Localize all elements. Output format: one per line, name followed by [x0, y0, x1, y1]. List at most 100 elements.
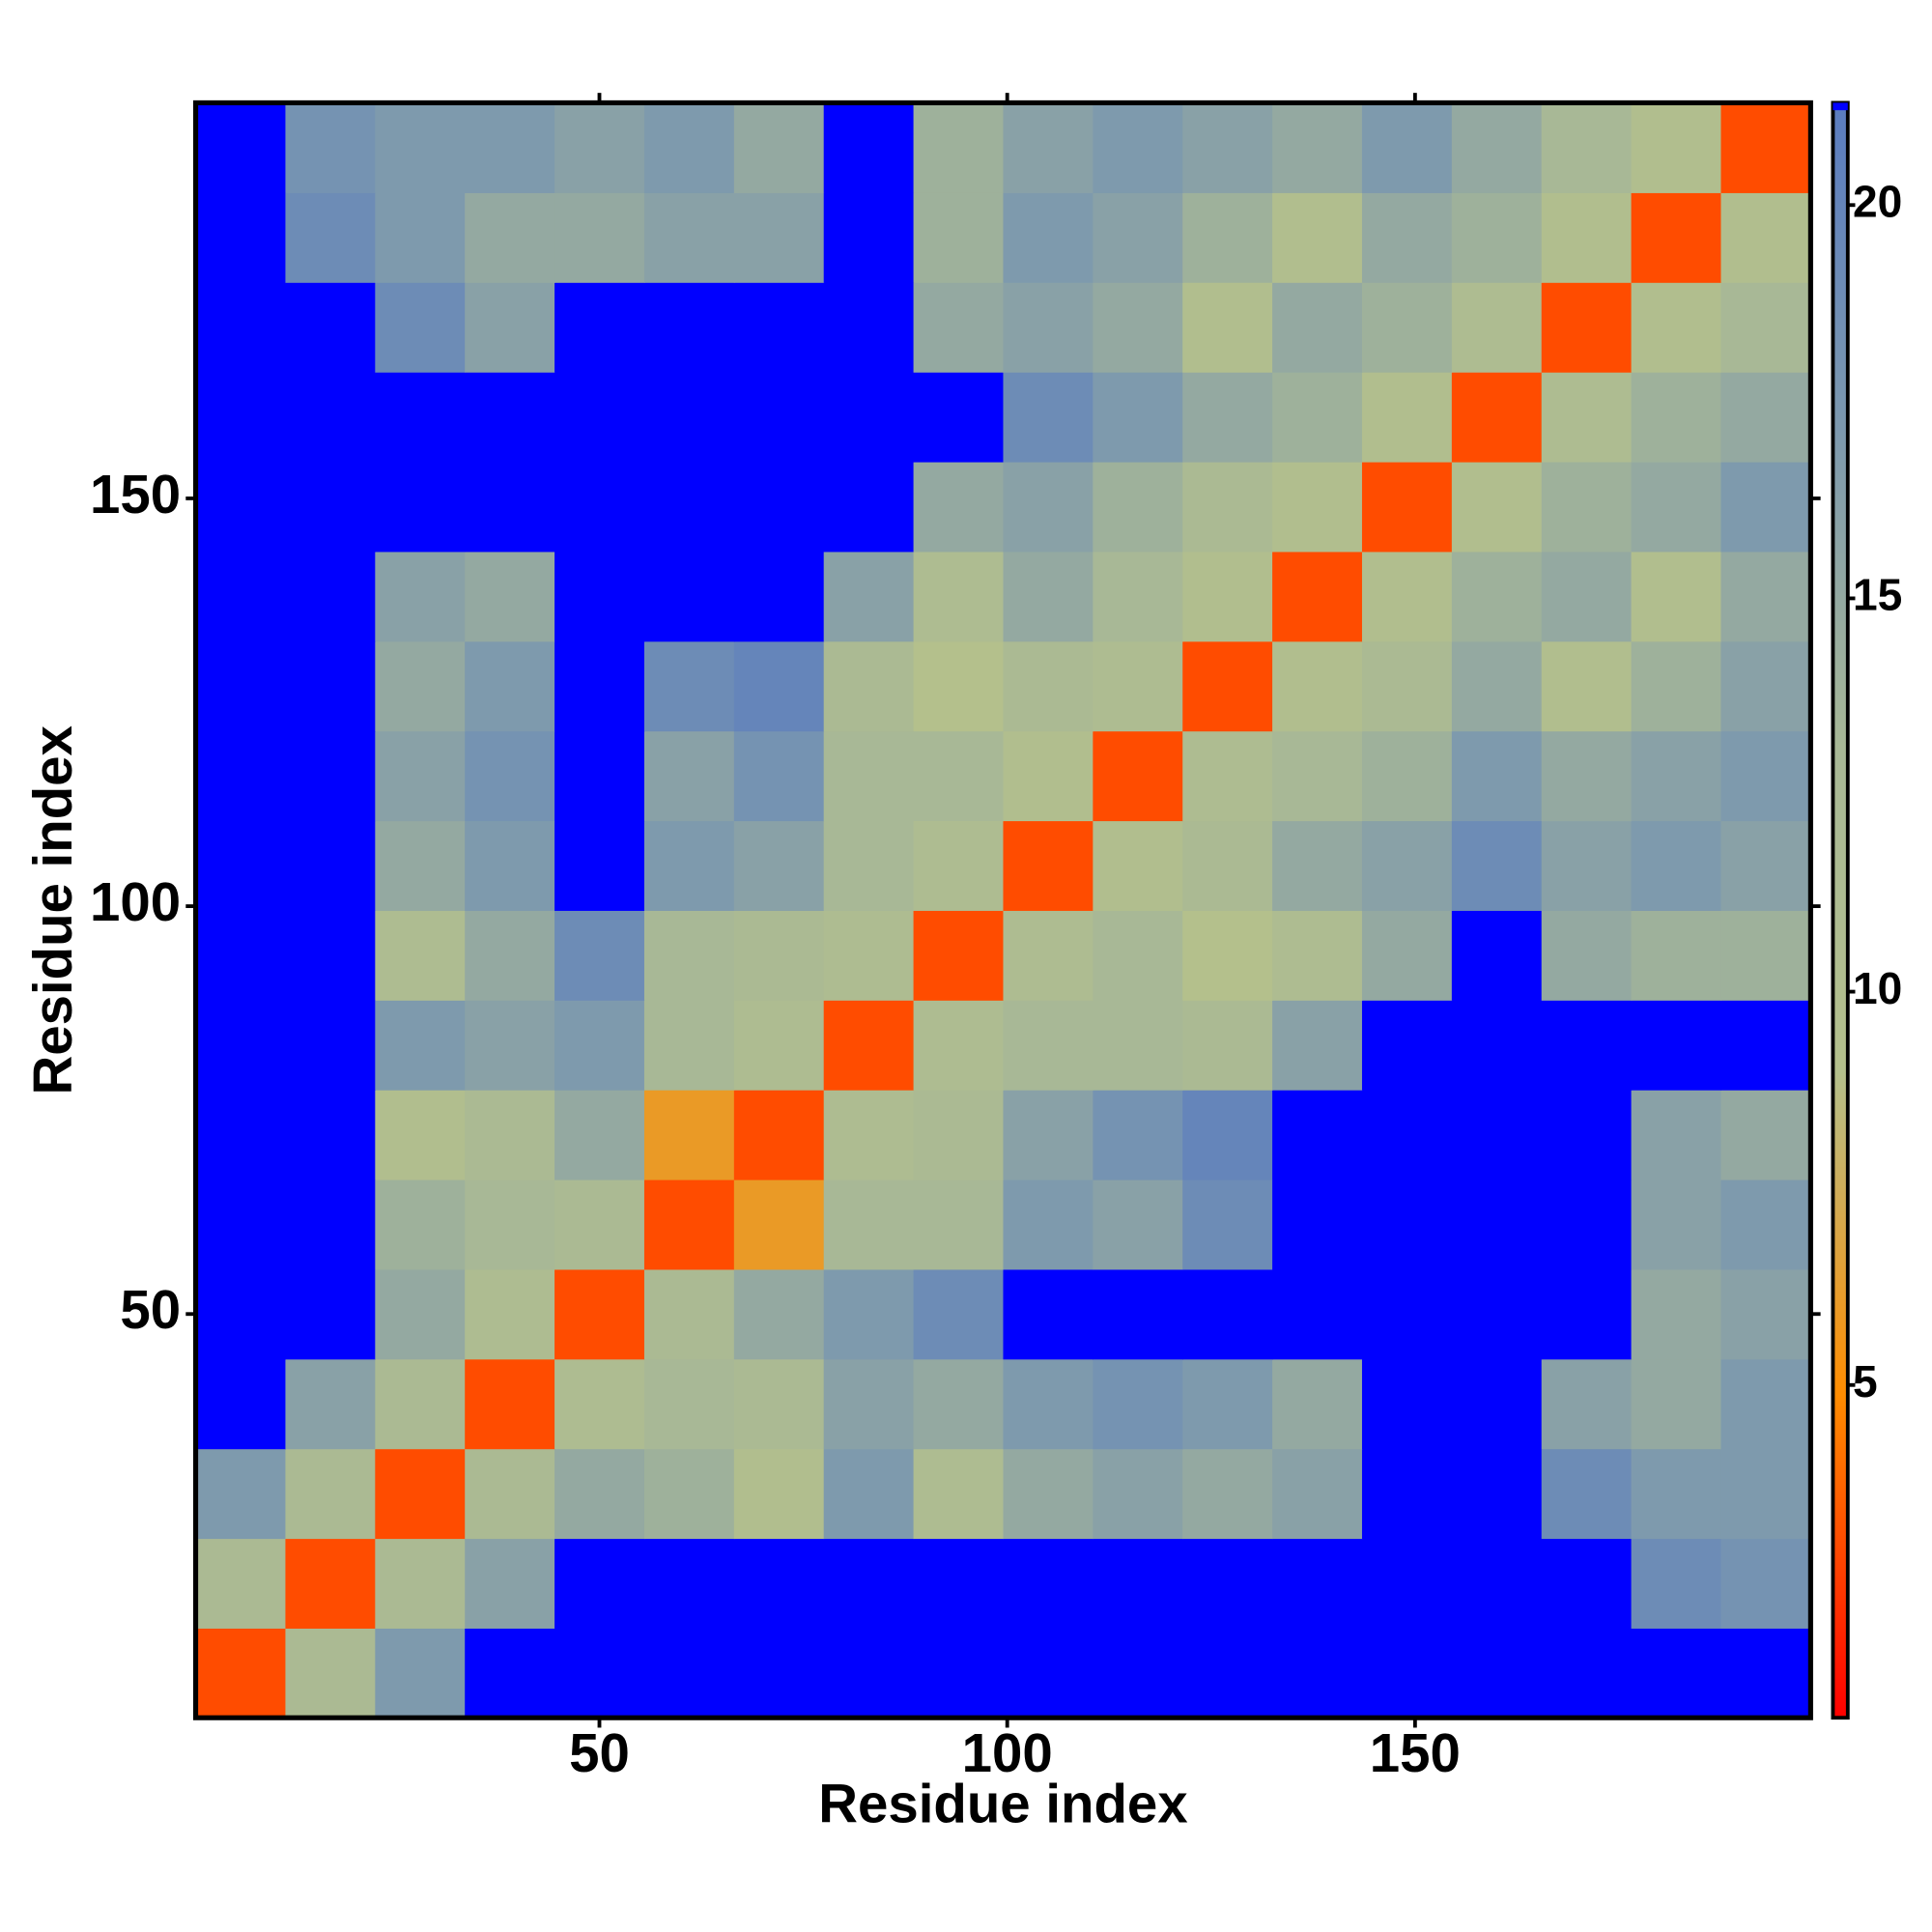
heatmap-cell [1272, 1000, 1363, 1091]
heatmap-cell [1631, 1448, 1722, 1540]
heatmap-cell [554, 1000, 645, 1091]
heatmap-cell [465, 1000, 555, 1091]
heatmap-cell [1720, 1090, 1811, 1180]
heatmap-cell [823, 1538, 915, 1629]
heatmap-cell [1093, 1000, 1183, 1091]
heatmap-cell [465, 1268, 555, 1360]
heatmap-cell [1182, 730, 1273, 822]
heatmap-cell [375, 192, 466, 283]
heatmap-cell [1451, 1628, 1543, 1719]
heatmap-cell [1182, 1628, 1273, 1719]
heatmap-cell [1003, 910, 1094, 1001]
heatmap-cell [1631, 1179, 1722, 1270]
heatmap-cell [823, 102, 915, 193]
heatmap-cell [195, 1179, 287, 1270]
heatmap-cell [1003, 1358, 1094, 1450]
heatmap-cell [1272, 282, 1363, 373]
heatmap-cell [375, 640, 466, 732]
heatmap-cell [1272, 372, 1363, 463]
heatmap-cell [1182, 372, 1273, 463]
heatmap-cell [1093, 372, 1183, 463]
heatmap-cell [1093, 282, 1183, 373]
heatmap-cell [1272, 102, 1363, 193]
heatmap-cell [1182, 1538, 1273, 1629]
heatmap-cell [465, 282, 555, 373]
heatmap-cell [1272, 1628, 1363, 1719]
heatmap-cell [1541, 910, 1633, 1001]
heatmap-cell [195, 1000, 287, 1091]
heatmap-cell [195, 1538, 287, 1629]
heatmap-cell [465, 1538, 555, 1629]
heatmap-cell [375, 372, 466, 463]
heatmap-cell [195, 102, 287, 193]
heatmap-cell [643, 551, 735, 642]
heatmap-cell [1541, 1268, 1633, 1360]
heatmap-cell [1182, 102, 1273, 193]
heatmap-cell [1720, 820, 1811, 911]
heatmap-cell [733, 1448, 825, 1540]
heatmap-cell [375, 102, 466, 193]
heatmap-cell [1451, 1538, 1543, 1629]
heatmap-cell [1541, 1000, 1633, 1091]
heatmap-cell [1361, 282, 1453, 373]
heatmap-cell [1182, 461, 1273, 553]
heatmap-cell [1093, 1090, 1183, 1180]
heatmap-cell [733, 1358, 825, 1450]
heatmap-cell [375, 820, 466, 911]
heatmap-cell [554, 820, 645, 911]
heatmap-cell [1451, 1268, 1543, 1360]
heatmap-cell [1720, 1000, 1811, 1091]
heatmap-cell [1182, 1000, 1273, 1091]
heatmap-cell [1003, 102, 1094, 193]
heatmap-cell [913, 820, 1005, 911]
heatmap-cell [823, 282, 915, 373]
heatmap-cell [1093, 102, 1183, 193]
heatmap-cell [465, 640, 555, 732]
y-tick-label: 100 [90, 871, 181, 932]
heatmap-cell [1720, 372, 1811, 463]
heatmap-cell [375, 1628, 466, 1719]
heatmap-cell [1272, 1179, 1363, 1270]
heatmap-cell [1720, 1358, 1811, 1450]
heatmap-cell [465, 461, 555, 553]
heatmap-cell [913, 1179, 1005, 1270]
heatmap-cell [913, 1628, 1005, 1719]
heatmap-cell [913, 372, 1005, 463]
heatmap-cell [285, 551, 376, 642]
heatmap-cell [1361, 730, 1453, 822]
heatmap-cell [1182, 1090, 1273, 1180]
heatmap-cell [913, 1538, 1005, 1629]
heatmap-cell [823, 730, 915, 822]
colorbar-tick-label: 5 [1853, 1356, 1878, 1406]
heatmap-cell [913, 1448, 1005, 1540]
heatmap-cell [1093, 730, 1183, 822]
heatmap-cell [465, 551, 555, 642]
heatmap-cell [1720, 1448, 1811, 1540]
heatmap-cell [1182, 910, 1273, 1001]
heatmap-cell [823, 640, 915, 732]
heatmap-cell [1541, 372, 1633, 463]
heatmap-cell [643, 730, 735, 822]
heatmap-cell [643, 282, 735, 373]
heatmap-cell [913, 192, 1005, 283]
plot-frame [193, 99, 1813, 1720]
heatmap-cell [285, 1448, 376, 1540]
heatmap-cell [285, 640, 376, 732]
heatmap-cell [375, 730, 466, 822]
heatmap-cell [733, 910, 825, 1001]
heatmap-cell [554, 1448, 645, 1540]
heatmap-cell [554, 192, 645, 283]
heatmap-cell [285, 1538, 376, 1629]
heatmap-cell [1093, 1538, 1183, 1629]
heatmap-cell [1631, 730, 1722, 822]
heatmap-cell [823, 910, 915, 1001]
heatmap-cell [1093, 910, 1183, 1001]
heatmap-cell [1272, 192, 1363, 283]
heatmap-cell [643, 1358, 735, 1450]
heatmap-cell [1182, 1268, 1273, 1360]
heatmap-cell [375, 1000, 466, 1091]
heatmap-cell [1451, 461, 1543, 553]
heatmap-cell [643, 1000, 735, 1091]
heatmap-cell [1541, 282, 1633, 373]
